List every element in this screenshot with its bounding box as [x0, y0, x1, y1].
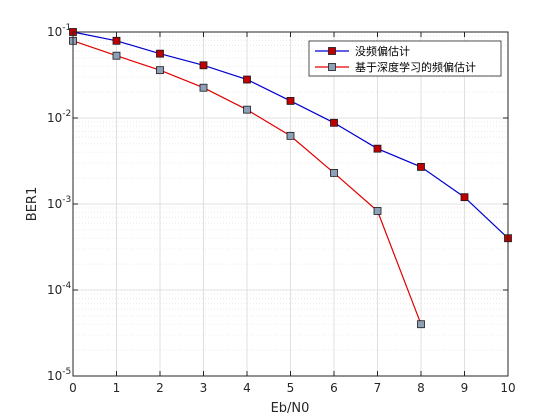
- y-tick-base: 10: [47, 25, 62, 39]
- y-axis-label: BER1: [25, 187, 40, 221]
- x-tick-label: 9: [461, 381, 469, 395]
- y-tick-exponent: -5: [62, 367, 71, 377]
- x-tick-label: 6: [330, 381, 338, 395]
- y-tick-base: 10: [47, 197, 62, 211]
- x-tick-label: 10: [500, 381, 515, 395]
- data-point-0: [243, 75, 251, 84]
- legend-label-1: 基于深度学习的频偏估计: [355, 60, 476, 74]
- data-point-0: [286, 97, 295, 105]
- data-point-0: [373, 144, 382, 153]
- y-tick-exponent: -2: [62, 109, 71, 119]
- x-tick-label: 4: [243, 381, 251, 395]
- data-point-1: [243, 105, 251, 114]
- x-tick-label: 2: [156, 381, 164, 395]
- x-tick-label: 0: [69, 381, 77, 395]
- data-point-0: [460, 193, 469, 202]
- y-tick-label: 10-3: [47, 195, 71, 211]
- data-point-1: [156, 66, 164, 75]
- legend-marker-0: [328, 47, 336, 55]
- data-point-0: [330, 118, 338, 127]
- y-tick-base: 10: [47, 283, 62, 297]
- y-tick-label: 10-1: [47, 23, 71, 39]
- legend-label-0: 没频偏估计: [355, 44, 410, 58]
- x-axis-label: Eb/N0: [271, 401, 310, 416]
- y-tick-base: 10: [47, 369, 62, 383]
- data-point-0: [112, 36, 121, 45]
- x-tick-label: 5: [287, 381, 295, 395]
- data-point-0: [156, 49, 164, 58]
- y-tick-exponent: -1: [62, 23, 71, 33]
- y-tick-base: 10: [47, 111, 62, 125]
- data-point-1: [373, 207, 382, 215]
- data-point-0: [417, 163, 425, 171]
- y-tick-exponent: -4: [62, 281, 71, 291]
- x-tick-label: 3: [200, 381, 208, 395]
- x-tick-label: 8: [417, 381, 425, 395]
- x-tick-label: 1: [113, 381, 121, 395]
- y-tick-exponent: -3: [62, 195, 71, 205]
- y-tick-label: 10-4: [47, 281, 72, 297]
- data-point-1: [199, 83, 208, 92]
- ticks: 10-510-410-310-210-10 1 2 3 4 5 6 7 8 9 10: [47, 23, 516, 395]
- y-tick-label: 10-2: [47, 109, 71, 125]
- data-point-1: [286, 131, 295, 140]
- legend-marker-1: [328, 63, 336, 71]
- series-group: [69, 28, 512, 329]
- y-tick-label: 10-5: [47, 367, 71, 383]
- legend-box: [308, 40, 502, 77]
- data-point-0: [199, 61, 208, 70]
- data-point-1: [330, 168, 338, 177]
- x-tick-label: 7: [374, 381, 382, 395]
- data-point-1: [112, 51, 121, 60]
- data-point-1: [417, 320, 425, 329]
